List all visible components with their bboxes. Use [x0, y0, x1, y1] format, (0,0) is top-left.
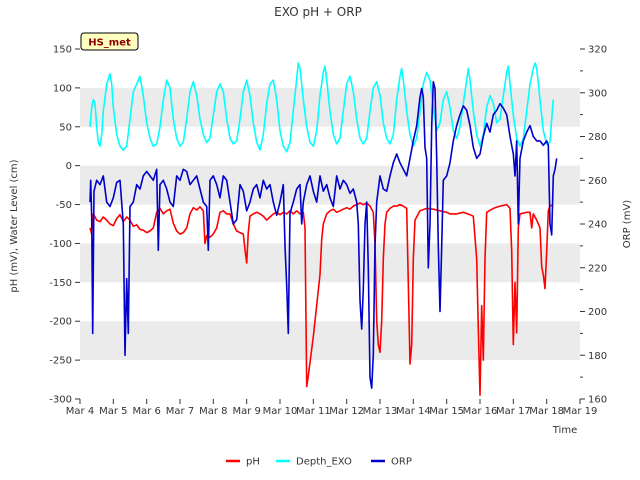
x-tick-label: Mar 15	[429, 406, 464, 417]
x-tick-label: Mar 5	[99, 406, 127, 417]
station-badge-label: HS_met	[88, 38, 131, 49]
y-left-tick-label: 150	[53, 45, 72, 56]
x-axis-title: Time	[552, 425, 577, 436]
y-right-tick-label: 180	[588, 351, 607, 362]
x-tick-label: Mar 8	[199, 406, 227, 417]
y-left-tick-label: -200	[49, 317, 72, 328]
legend-label: Depth_EXO	[296, 457, 352, 468]
x-tick-label: Mar 14	[396, 406, 431, 417]
plot-band	[80, 321, 580, 361]
x-tick-label: Mar 7	[166, 406, 194, 417]
y-axis-left-title: pH (mV), Water Level (cm)	[9, 159, 20, 292]
series-lines	[89, 62, 558, 396]
x-tick-label: Mar 19	[563, 406, 598, 417]
y-right-tick-label: 280	[588, 132, 607, 143]
y-right-tick-label: 320	[588, 45, 607, 56]
y-left-tick-label: -250	[49, 356, 72, 367]
y-left-tick-label: -150	[49, 278, 72, 289]
y-axis-left-ticks: 150 100 50 0 -50 -100 -150 -200 -250 -300	[49, 45, 80, 406]
y-right-tick-label: 220	[588, 263, 607, 274]
x-axis-ticks: Mar 4 Mar 5 Mar 6 Mar 7 Mar 8 Mar 9 Mar 10Mar …	[66, 399, 598, 417]
y-right-tick-label: 200	[588, 307, 607, 318]
x-tick-label: Mar 18	[529, 406, 564, 417]
x-tick-label: Mar 6	[132, 406, 160, 417]
x-tick-label: Mar 12	[329, 406, 364, 417]
y-right-tick-label: 160	[588, 395, 607, 406]
legend-label: ORP	[391, 457, 412, 468]
legend: pH Depth_EXO ORP	[226, 457, 412, 468]
x-tick-label: Mar 13	[363, 406, 398, 417]
y-axis-right-title: ORP (mV)	[622, 200, 633, 249]
y-right-tick-label: 240	[588, 220, 607, 231]
station-badge-box	[80, 32, 139, 51]
chart-title: EXO pH + ORP	[274, 5, 362, 19]
x-tick-label: Mar 9	[232, 406, 260, 417]
x-tick-label: Mar 11	[296, 406, 331, 417]
station-badge: HS_met	[80, 32, 139, 51]
y-axis-right-ticks: 320 300 280 260 240 220 200 180 160	[580, 45, 607, 406]
x-tick-label: Mar 10	[263, 406, 298, 417]
x-tick-label: Mar 17	[496, 406, 531, 417]
y-right-tick-label: 260	[588, 176, 607, 187]
y-left-tick-label: -50	[56, 200, 72, 211]
y-left-tick-label: 0	[66, 161, 72, 172]
y-left-tick-label: 50	[59, 122, 72, 133]
series-line-orp	[89, 81, 558, 389]
plot-band	[80, 243, 580, 283]
series-line-ph	[89, 202, 554, 396]
y-right-tick-label: 300	[588, 88, 607, 99]
y-left-tick-label: 100	[53, 83, 72, 94]
y-left-tick-label: -100	[49, 239, 72, 250]
series-line-depth-exo	[89, 62, 555, 153]
x-tick-label: Mar 4	[66, 406, 94, 417]
x-tick-label: Mar 16	[463, 406, 498, 417]
y-left-tick-label: -300	[49, 395, 72, 406]
legend-label: pH	[246, 457, 260, 468]
